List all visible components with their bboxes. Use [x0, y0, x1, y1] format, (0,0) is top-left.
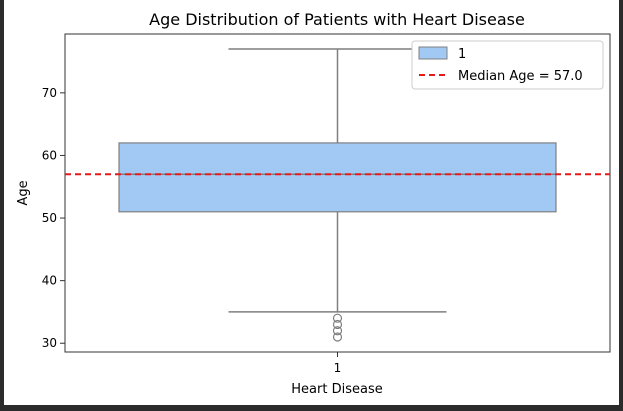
outlier-point — [332, 313, 343, 323]
outlier-point — [332, 332, 343, 342]
box-iqr — [118, 142, 557, 213]
y-axis-label: Age — [16, 180, 31, 205]
y-tick-label: 60 — [42, 148, 57, 162]
legend-label-median: Median Age = 57.0 — [458, 69, 583, 84]
chart-title: Age Distribution of Patients with Heart … — [149, 10, 525, 29]
x-axis-ticks: 1 — [334, 352, 342, 375]
y-tick-label: 50 — [42, 211, 57, 225]
outlier-point — [332, 326, 343, 336]
legend: 1 Median Age = 57.0 — [411, 40, 604, 90]
y-tick-label: 70 — [42, 86, 57, 100]
legend-frame — [411, 40, 604, 90]
outlier-point — [332, 319, 343, 330]
y-tick-label: 40 — [42, 274, 57, 288]
box-plot-group — [118, 48, 557, 342]
legend-swatch-1 — [418, 46, 448, 60]
x-axis-label: Heart Disease — [291, 382, 382, 397]
legend-label-1: 1 — [458, 47, 466, 62]
y-axis-ticks: 30 40 50 60 70 — [42, 86, 65, 350]
y-tick-label: 30 — [42, 336, 57, 350]
x-tick-label: 1 — [334, 361, 342, 375]
